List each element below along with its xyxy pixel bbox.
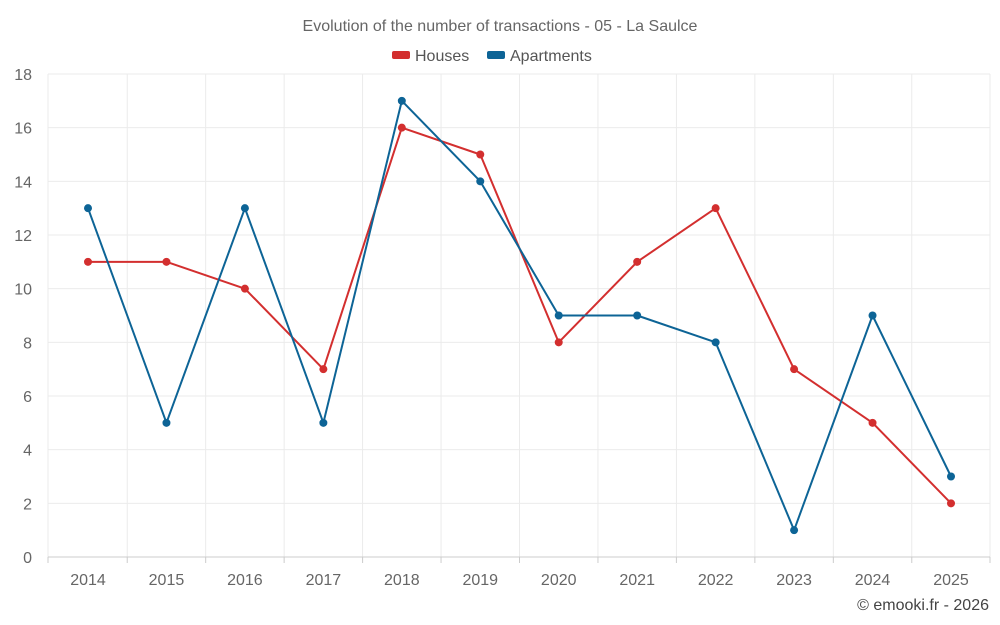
data-point-apartments[interactable] bbox=[554, 311, 563, 320]
x-tick-label: 2024 bbox=[855, 572, 891, 589]
legend-swatch-apartments bbox=[487, 51, 505, 59]
data-point-houses[interactable] bbox=[790, 365, 799, 374]
data-point-apartments[interactable] bbox=[868, 311, 877, 320]
x-tick-label: 2021 bbox=[619, 572, 655, 589]
legend[interactable]: Houses Apartments bbox=[392, 48, 592, 65]
x-tick-label: 2023 bbox=[776, 572, 812, 589]
data-point-houses[interactable] bbox=[633, 257, 642, 266]
data-point-houses[interactable] bbox=[397, 123, 406, 132]
data-point-apartments[interactable] bbox=[397, 96, 406, 105]
y-tick-label: 18 bbox=[14, 67, 32, 84]
y-tick-label: 12 bbox=[14, 228, 32, 245]
x-tick-label: 2022 bbox=[698, 572, 734, 589]
data-point-apartments[interactable] bbox=[84, 204, 92, 213]
x-tick-label: 2020 bbox=[541, 572, 577, 589]
data-point-houses[interactable] bbox=[947, 499, 955, 508]
credit-text: © emooki.fr - 2026 bbox=[857, 597, 989, 614]
y-tick-label: 14 bbox=[14, 174, 32, 191]
axes bbox=[47, 556, 991, 563]
x-tick-label: 2015 bbox=[149, 572, 185, 589]
data-point-apartments[interactable] bbox=[633, 311, 642, 320]
data-point-houses[interactable] bbox=[319, 365, 328, 374]
chart-title: Evolution of the number of transactions … bbox=[303, 18, 698, 35]
data-point-houses[interactable] bbox=[554, 338, 563, 347]
series-apartments bbox=[84, 96, 955, 535]
x-tick-label: 2016 bbox=[227, 572, 263, 589]
data-point-houses[interactable] bbox=[162, 257, 171, 266]
legend-swatch-houses bbox=[392, 51, 410, 59]
grid-lines bbox=[47, 73, 991, 557]
data-point-houses[interactable] bbox=[868, 418, 877, 427]
y-tick-label: 2 bbox=[23, 496, 32, 513]
data-point-houses[interactable] bbox=[84, 257, 92, 266]
data-point-houses[interactable] bbox=[711, 204, 720, 213]
data-point-houses[interactable] bbox=[240, 284, 249, 293]
y-tick-label: 16 bbox=[14, 121, 32, 138]
series-line-apartments bbox=[87, 99, 952, 532]
y-tick-label: 0 bbox=[23, 550, 32, 567]
y-tick-label: 6 bbox=[23, 389, 32, 406]
x-tick-label: 2019 bbox=[462, 572, 498, 589]
y-tick-label: 10 bbox=[14, 282, 32, 299]
data-point-houses[interactable] bbox=[476, 150, 485, 159]
x-tick-label: 2025 bbox=[933, 572, 969, 589]
legend-label-houses[interactable]: Houses bbox=[415, 48, 469, 65]
y-axis-ticks: 0 2 4 6 8 10 12 14 16 18 bbox=[14, 67, 32, 567]
x-tick-label: 2017 bbox=[306, 572, 342, 589]
x-axis-ticks: 2014 2015 2016 2017 2018 2019 2020 2021 2022 2023… bbox=[70, 572, 969, 589]
y-tick-label: 4 bbox=[23, 443, 32, 460]
x-tick-label: 2014 bbox=[70, 572, 106, 589]
data-point-apartments[interactable] bbox=[790, 526, 799, 535]
data-point-apartments[interactable] bbox=[947, 472, 955, 481]
data-point-apartments[interactable] bbox=[319, 418, 328, 427]
data-point-apartments[interactable] bbox=[711, 338, 720, 347]
x-tick-label: 2018 bbox=[384, 572, 420, 589]
data-point-apartments[interactable] bbox=[476, 177, 485, 186]
data-point-apartments[interactable] bbox=[240, 204, 249, 213]
data-point-apartments[interactable] bbox=[162, 418, 171, 427]
series bbox=[84, 96, 955, 535]
y-tick-label: 8 bbox=[23, 335, 32, 352]
legend-label-apartments[interactable]: Apartments bbox=[510, 48, 592, 65]
